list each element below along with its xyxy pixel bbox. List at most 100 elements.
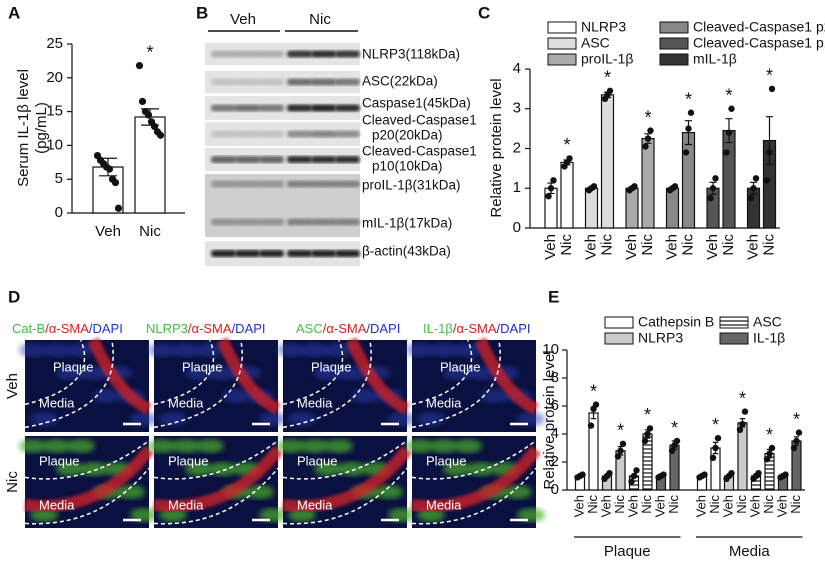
region-label: Media [297, 497, 333, 512]
data-point [644, 135, 652, 142]
significance-label: * [590, 381, 597, 401]
blot-band [211, 250, 236, 257]
blot-band [335, 156, 360, 163]
x-tick-label: Nic [788, 495, 803, 514]
y-tick-label: 2 [513, 139, 521, 156]
legend-label: Cathepsin B [638, 314, 714, 330]
row-label: Nic [4, 471, 21, 493]
tissue-signal [325, 439, 353, 453]
panel-label: E [548, 287, 559, 306]
data-point [750, 185, 757, 192]
data-point [728, 470, 735, 477]
data-point [144, 111, 153, 119]
boundary-line [411, 467, 537, 525]
tissue-signal [314, 366, 342, 380]
data-point [723, 149, 730, 156]
tissue-signal [406, 439, 434, 453]
row-label: Veh [4, 373, 21, 399]
data-point [590, 183, 598, 190]
blot-band [235, 130, 260, 138]
boundary-line [24, 339, 114, 429]
blot-band-label: p10(10kDa) [372, 159, 443, 174]
blot-band [235, 50, 260, 58]
tissue-signal [338, 366, 366, 380]
tissue-signal [467, 366, 495, 380]
tissue-signal [172, 343, 200, 357]
region-label: Media [426, 395, 462, 410]
legend-swatch [547, 37, 577, 50]
blot-band [335, 104, 360, 112]
tissue-signal [67, 343, 95, 357]
column-header-part: ASC [296, 321, 323, 336]
blot-band [287, 250, 312, 257]
boundary-line [411, 339, 473, 406]
blot-band-label: β-actin(43kDa) [362, 244, 451, 259]
data-point [566, 155, 573, 162]
region-label: Plaque [426, 453, 466, 468]
data-point [709, 454, 717, 461]
data-point [619, 440, 627, 447]
data-point [105, 165, 114, 173]
tissue-signal [467, 462, 495, 476]
data-point [755, 470, 762, 477]
blot-band [311, 104, 336, 112]
blot-band [311, 156, 336, 163]
data-point [633, 467, 640, 474]
region-label: Plaque [440, 359, 480, 374]
smooth-muscle-signal [153, 446, 283, 513]
column-header: NLRP3/α-SMA/DAPI [146, 321, 266, 336]
blot-band [311, 50, 336, 58]
legend-swatch [719, 332, 749, 345]
y-tick-label: 8 [551, 369, 559, 386]
blot-band [311, 78, 336, 86]
smooth-muscle-signal [411, 446, 541, 513]
data-point [673, 437, 681, 445]
significance-label: * [146, 42, 153, 62]
y-tick-label: 5 [55, 170, 63, 187]
blot-band-label: mIL-1β(17kDa) [362, 216, 452, 231]
tissue-signal [209, 366, 237, 380]
data-point [728, 105, 735, 112]
data-point [630, 472, 638, 480]
significance-label: * [644, 107, 651, 127]
tissue-signal [288, 412, 316, 426]
data-point [606, 87, 614, 95]
tissue-signal [388, 508, 416, 522]
blot-band [259, 218, 284, 226]
blot-band [259, 130, 284, 138]
blot-band-label: p20(20kDa) [372, 128, 443, 143]
data-point [135, 62, 144, 70]
x-tick-label: Nic [734, 495, 749, 514]
tissue-signal [325, 343, 353, 357]
tissue-signal [209, 462, 237, 476]
data-point [671, 183, 679, 190]
x-tick-label: Nic [639, 495, 654, 514]
boundary-line [282, 339, 344, 406]
tissue-signal [388, 412, 416, 426]
tissue-signal [196, 343, 224, 357]
data-point [547, 185, 555, 192]
tissue-signal [454, 343, 482, 357]
tissue-signal [517, 508, 545, 522]
blot-band [259, 250, 284, 257]
blot-band [259, 78, 284, 86]
y-tick-label: 10 [542, 341, 559, 358]
data-point [766, 149, 773, 156]
tissue-signal [259, 412, 287, 426]
data-point [660, 471, 667, 478]
data-point [768, 85, 776, 93]
significance-label: * [766, 425, 773, 445]
x-tick-label: Veh [704, 234, 721, 260]
bar [625, 187, 639, 229]
legend-label: NLRP3 [638, 330, 683, 346]
data-point [747, 194, 755, 202]
tissue-signal [417, 412, 445, 426]
group-label: Media [729, 543, 771, 560]
blot-band-label: Cleaved-Caspase1 [362, 113, 477, 128]
x-tick-label: Veh [95, 223, 121, 240]
bar [710, 447, 721, 491]
data-point [150, 122, 159, 131]
data-point [795, 429, 803, 436]
region-label: Media [168, 395, 204, 410]
y-tick-label: 1 [513, 179, 521, 196]
